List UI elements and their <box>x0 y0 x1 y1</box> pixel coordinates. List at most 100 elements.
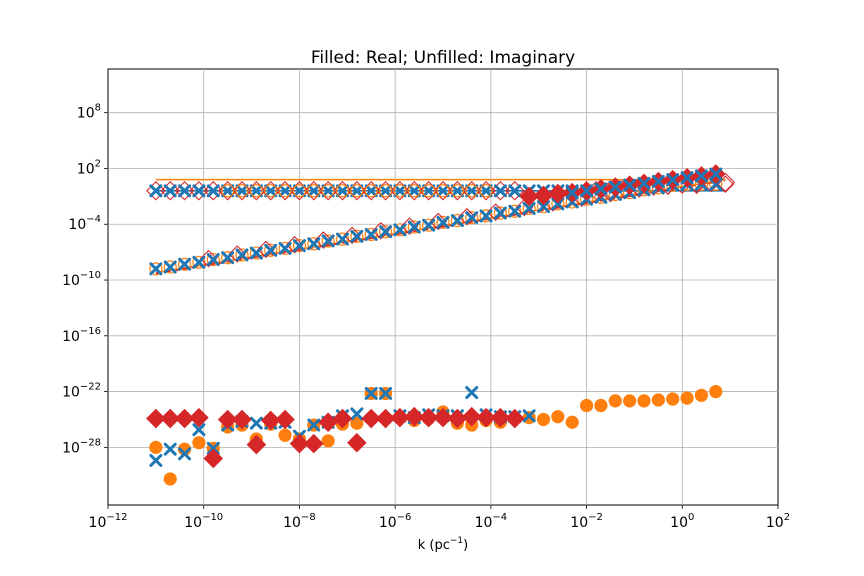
real-blue-x-upper-point <box>623 178 637 192</box>
y-tick-label: 102 <box>77 158 101 177</box>
y-tick-label: 108 <box>77 103 101 122</box>
real-blue-x-upper-point <box>694 169 708 183</box>
real-red-diamond-lower-point <box>174 408 195 429</box>
imag-orange-circle-upper-point <box>235 184 249 198</box>
real-blue-x-upper-point <box>680 171 694 185</box>
x-axis-label: k (pc−1) <box>418 536 469 553</box>
imag-orange-circle-upper-point <box>221 184 235 198</box>
real-orange-circle-lower-point <box>694 388 709 402</box>
imag-blue-x-diagonal-point <box>264 243 278 257</box>
imag-blue-x-diagonal-point <box>178 257 192 271</box>
imag-orange-circle-upper-point <box>292 184 307 198</box>
real-orange-circle-lower-point <box>551 410 565 424</box>
real-blue-x-lower-point <box>178 447 192 461</box>
imag-red-diamond-diagonal-point <box>400 217 419 235</box>
imag-blue-x-diagonal-point <box>249 246 263 260</box>
real-red-diamond-lower-point <box>260 410 281 431</box>
real-red-diamond-lower-point <box>203 448 224 469</box>
real-red-diamond-lower-point <box>332 408 353 429</box>
imag-orange-circle-upper-point <box>450 184 464 198</box>
real-blue-x-upper-point <box>666 173 680 187</box>
imag-red-diamond-upper-point <box>246 181 267 201</box>
x-tick-label: 102 <box>766 512 790 531</box>
imag-blue-x-upper-point <box>264 184 278 198</box>
imag-blue-x-diagonal-point <box>436 215 450 229</box>
imag-red-diamond-upper-point <box>189 181 209 201</box>
real-blue-x-upper-point <box>709 167 723 181</box>
imag-blue-x-upper-point <box>436 184 450 198</box>
imag-orange-circle-upper-point <box>335 184 350 198</box>
imag-blue-x-diagonal-point <box>192 255 206 269</box>
imag-blue-x-upper-point <box>364 184 378 198</box>
x-tick-label: 10−10 <box>184 512 223 531</box>
imag-blue-x-diagonal-point <box>551 197 565 211</box>
imag-orange-circle-upper-point <box>378 184 393 198</box>
imag-blue-x-upper-point <box>221 184 235 198</box>
y-tick-label: 10−28 <box>62 437 101 456</box>
imag-orange-circle-diagonal-point <box>235 248 249 262</box>
real-blue-x-upper-point <box>651 174 665 188</box>
imag-blue-x-upper-point <box>350 184 364 198</box>
imag-blue-x-upper-point <box>493 184 507 198</box>
x-tick-label: 10−4 <box>475 512 508 531</box>
imag-red-diamond-upper-point <box>318 181 338 201</box>
x-tick-label: 10−8 <box>283 512 316 531</box>
imag-orange-circle-upper-point <box>321 184 335 198</box>
imag-orange-circle-upper-point <box>350 184 364 198</box>
real-red-diamond-lower-point <box>232 409 252 430</box>
imag-blue-x-diagonal-point <box>465 211 479 225</box>
imag-blue-x-upper-point <box>508 184 522 198</box>
x-tick-label: 100 <box>670 512 694 531</box>
imag-red-diamond-upper-point <box>160 181 180 201</box>
imag-red-diamond-upper-point <box>447 181 468 201</box>
imag-orange-circle-upper-point <box>407 184 421 198</box>
imag-orange-circle-diagonal-point <box>149 262 163 276</box>
imag-blue-x-diagonal-point <box>336 232 349 246</box>
imag-blue-x-diagonal-point <box>163 260 177 274</box>
imag-blue-x-upper-point <box>407 184 421 198</box>
real-red-diamond-lower-point <box>375 408 396 429</box>
imag-blue-x-diagonal-point <box>321 234 335 248</box>
y-tick-label: 10−4 <box>68 214 101 233</box>
imag-blue-x-diagonal-point <box>278 241 292 255</box>
real-orange-circle-lower-point <box>709 384 723 399</box>
real-blue-x-lower-point <box>379 386 393 400</box>
real-blue-x-lower-point <box>192 423 206 437</box>
real-blue-x-lower-point <box>149 453 163 467</box>
imag-blue-x-diagonal-point <box>522 201 536 215</box>
imag-blue-x-diagonal-point <box>350 229 364 243</box>
imag-red-diamond-upper-point <box>461 181 482 201</box>
imag-blue-x-upper-point <box>235 184 249 198</box>
imag-blue-x-upper-point <box>479 184 493 198</box>
imag-red-diamond-upper-point <box>505 181 525 201</box>
real-orange-circle-lower-point <box>594 398 608 413</box>
imag-red-diamond-upper-point <box>275 181 295 201</box>
imag-blue-x-upper-point <box>307 184 321 198</box>
imag-blue-x-diagonal-point <box>493 206 507 220</box>
real-red-diamond-upper-point <box>548 183 568 204</box>
imag-blue-x-diagonal-point <box>235 248 249 262</box>
imag-orange-circle-upper-point <box>393 184 407 198</box>
chart-title: Filled: Real; Unfilled: Imaginary <box>311 48 575 68</box>
real-blue-x-upper-point <box>565 186 579 200</box>
imag-orange-circle-diagonal-point <box>163 260 177 274</box>
imag-orange-circle-diagonal-point <box>292 239 307 253</box>
real-orange-circle-lower-point <box>278 428 292 442</box>
imag-blue-x-diagonal-point <box>422 218 436 232</box>
y-tick-label: 10−22 <box>62 382 101 401</box>
real-blue-x-upper-point <box>637 176 651 190</box>
real-orange-circle-lower-point <box>623 394 637 408</box>
imag-red-diamond-diagonal-point <box>429 212 447 231</box>
imag-orange-circle-diagonal-point <box>264 243 278 257</box>
imag-red-diamond-diagonal-point <box>257 240 275 259</box>
imag-orange-circle-upper-point <box>307 184 321 198</box>
imag-blue-x-diagonal-point <box>709 177 723 191</box>
imag-red-diamond-upper-point <box>418 181 439 201</box>
x-tick-label: 10−2 <box>570 512 603 531</box>
imag-blue-x-upper-point <box>206 184 220 198</box>
imag-red-diamond-diagonal-point <box>343 226 361 245</box>
real-orange-circle-lower-point <box>680 391 694 405</box>
real-orange-circle-lower-point <box>192 436 206 450</box>
plot-area <box>107 68 779 506</box>
imag-blue-x-upper-point <box>192 184 206 198</box>
